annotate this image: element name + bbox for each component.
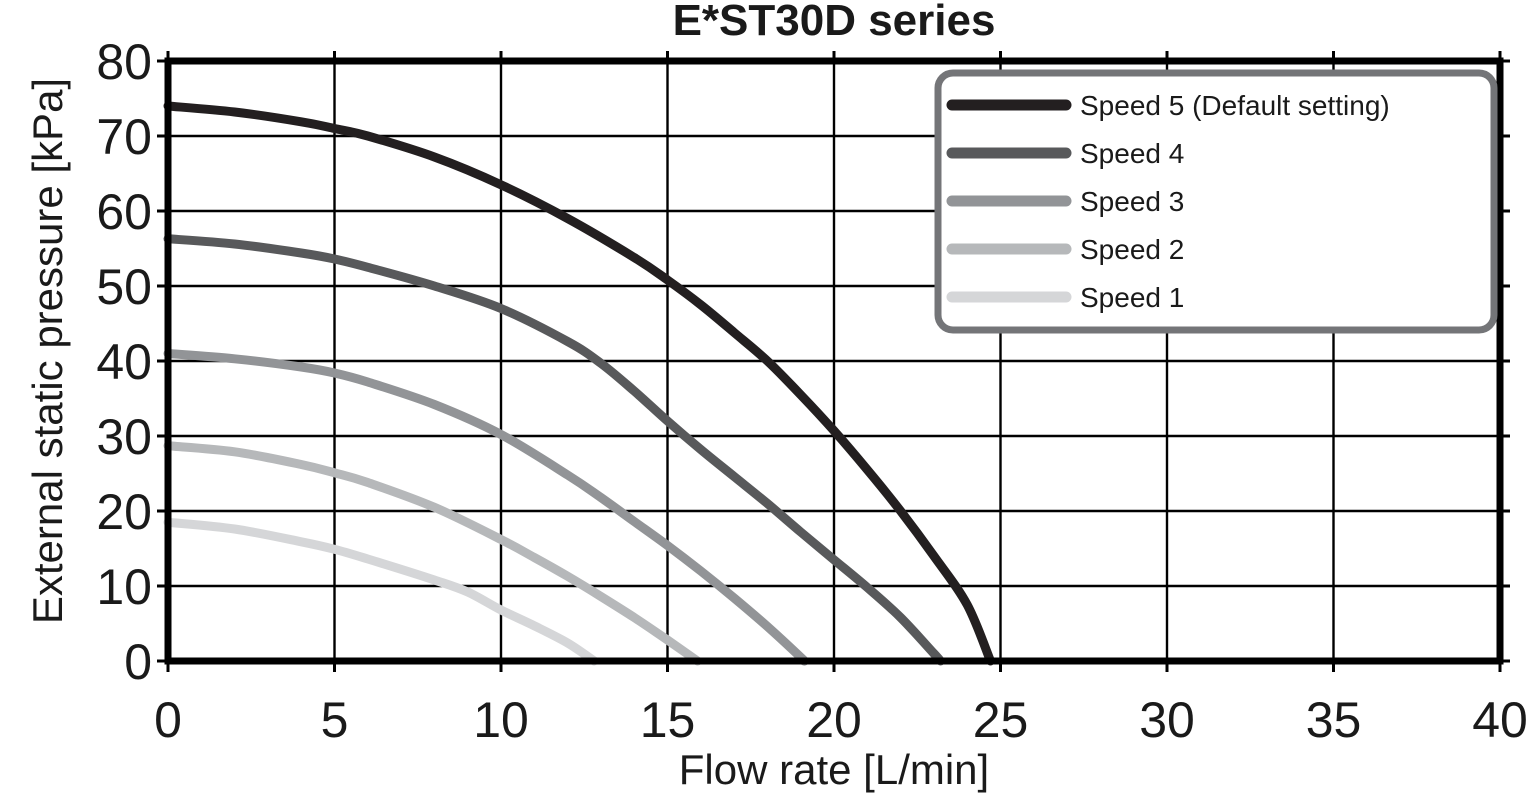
x-tick-label: 5 [321, 692, 349, 748]
curves [163, 101, 995, 666]
legend-label: Speed 1 [1080, 282, 1184, 313]
legend-item-speed-5-default-setting: Speed 5 (Default setting) [946, 90, 1390, 121]
x-tick-label: 25 [973, 692, 1029, 748]
legend-item-speed-3: Speed 3 [946, 186, 1184, 217]
curve-speed-4 [163, 234, 946, 666]
legend-box [934, 69, 1498, 334]
legend-label: Speed 3 [1080, 186, 1184, 217]
curve-speed-2 [163, 441, 702, 666]
x-tick-label: 30 [1139, 692, 1195, 748]
y-tick-label: 10 [96, 559, 152, 615]
y-tick-label: 20 [96, 484, 152, 540]
y-tick-labels: 0 10 20 30 40 50 60 70 80 [96, 34, 152, 690]
curve-speed-1 [163, 517, 599, 666]
curve-speed-5-default-setting [163, 101, 995, 666]
y-tick-label: 80 [96, 34, 152, 90]
legend-item-speed-2: Speed 2 [946, 234, 1184, 265]
plot-border [164, 57, 1504, 665]
y-tick-label: 40 [96, 334, 152, 390]
curve-speed-3 [163, 349, 809, 666]
legend-item-speed-4: Speed 4 [946, 138, 1184, 169]
x-tick-label: 20 [806, 692, 862, 748]
x-tick-labels: 0 5 10 15 20 25 30 35 40 [154, 692, 1528, 748]
tick-marks [157, 51, 1510, 672]
x-tick-label: 15 [640, 692, 696, 748]
y-tick-label: 30 [96, 409, 152, 465]
y-tick-label: 50 [96, 259, 152, 315]
y-tick-label: 0 [124, 634, 152, 690]
legend-label: Speed 5 (Default setting) [1080, 90, 1390, 121]
legend-label: Speed 2 [1080, 234, 1184, 265]
x-tick-label: 40 [1472, 692, 1528, 748]
legend: Speed 5 (Default setting) Speed 4 Speed 3 S… [934, 69, 1498, 334]
x-axis-label: Flow rate [L/min] [678, 746, 990, 793]
x-tick-label: 35 [1306, 692, 1362, 748]
x-tick-label: 0 [154, 692, 182, 748]
y-tick-label: 60 [96, 184, 152, 240]
x-tick-label: 10 [473, 692, 529, 748]
legend-item-speed-1: Speed 1 [946, 282, 1184, 313]
y-axis-label: External static pressure [kPa] [24, 77, 71, 625]
chart-title: E*ST30D series [672, 0, 996, 45]
y-tick-label: 70 [96, 109, 152, 165]
legend-label: Speed 4 [1080, 138, 1184, 169]
